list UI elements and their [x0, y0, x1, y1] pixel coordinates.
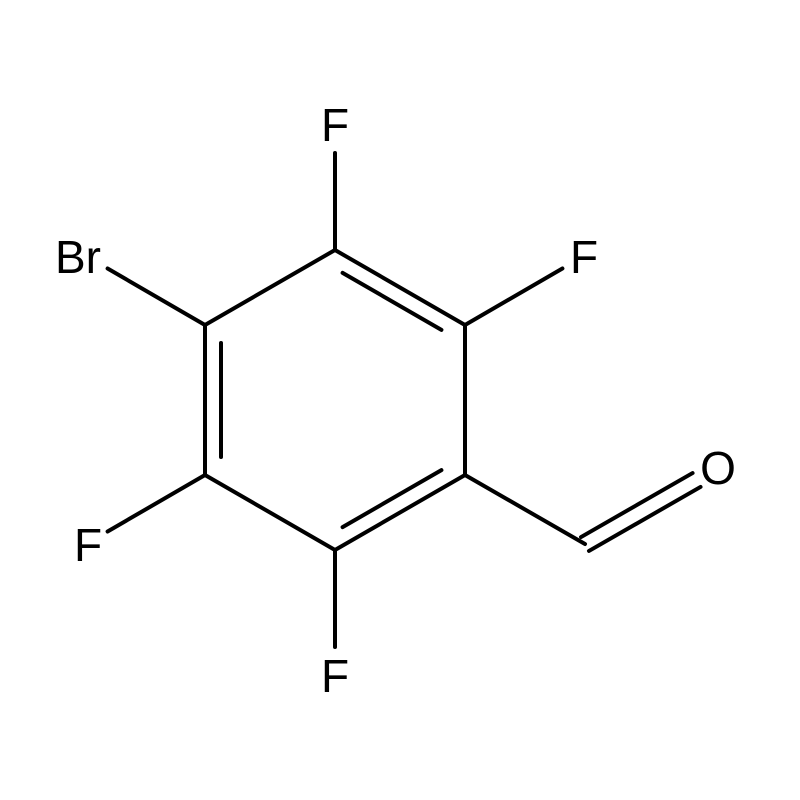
svg-text:Br: Br	[55, 231, 101, 283]
svg-text:F: F	[570, 231, 598, 283]
svg-text:F: F	[321, 650, 349, 702]
molecule-diagram: F F Br F F O	[0, 0, 800, 800]
svg-text:O: O	[700, 442, 736, 494]
svg-text:F: F	[74, 519, 102, 571]
svg-text:F: F	[321, 99, 349, 151]
